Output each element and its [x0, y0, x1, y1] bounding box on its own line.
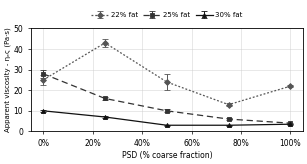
Y-axis label: Apparent viscosity - ηₑς (Pa·s): Apparent viscosity - ηₑς (Pa·s): [4, 28, 11, 132]
X-axis label: PSD (% coarse fraction): PSD (% coarse fraction): [122, 151, 212, 160]
Legend: 22% fat, 25% fat, 30% fat: 22% fat, 25% fat, 30% fat: [88, 9, 245, 21]
